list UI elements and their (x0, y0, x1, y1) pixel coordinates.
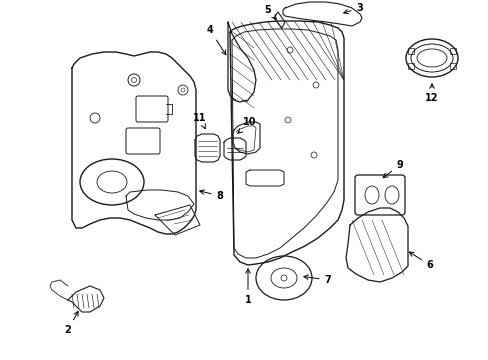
Bar (407, 48, 413, 54)
Bar (407, 63, 413, 68)
Text: 12: 12 (425, 84, 438, 103)
Text: 1: 1 (244, 269, 251, 305)
Text: 10: 10 (237, 117, 256, 133)
Text: 9: 9 (382, 160, 403, 178)
Text: 7: 7 (303, 275, 331, 285)
Text: 2: 2 (64, 311, 78, 335)
Bar (449, 63, 455, 68)
Text: 5: 5 (264, 5, 276, 19)
Text: 8: 8 (199, 190, 223, 201)
Text: 6: 6 (408, 252, 432, 270)
Text: 3: 3 (343, 3, 363, 14)
Text: 11: 11 (193, 113, 206, 129)
Bar (449, 48, 455, 54)
Text: 4: 4 (206, 25, 225, 55)
